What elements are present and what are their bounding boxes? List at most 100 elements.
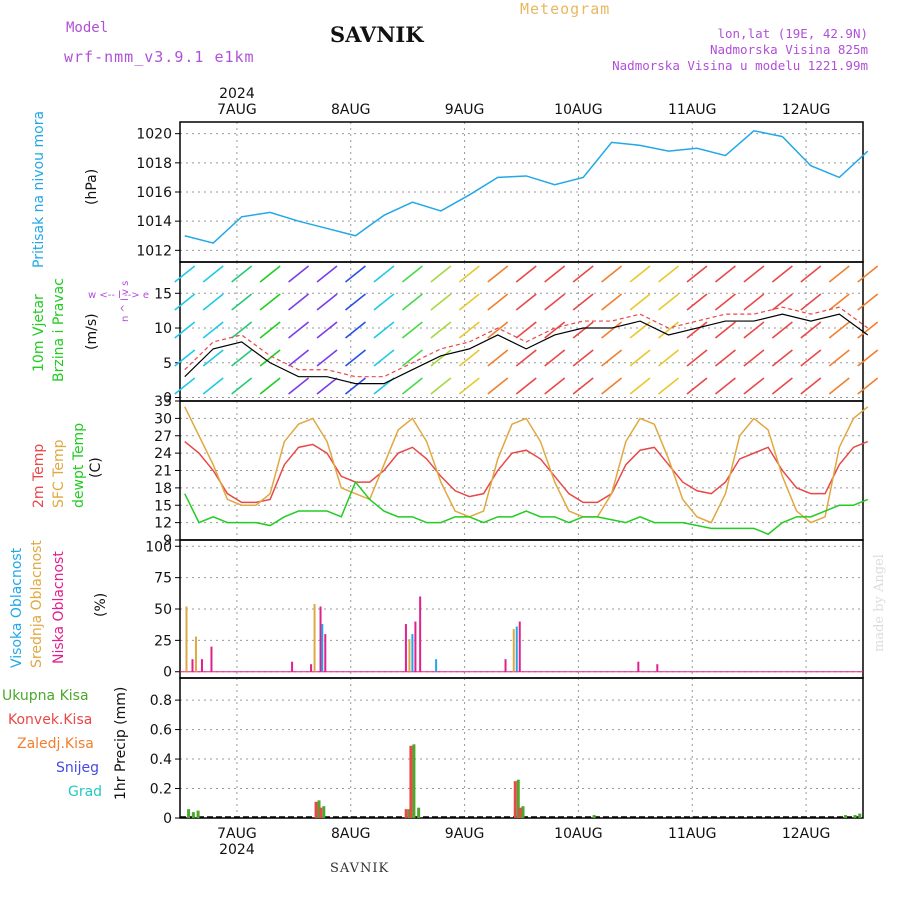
precip-bar-total [187,809,191,818]
precip-bar-conv [518,807,522,818]
cloud-bar-low [637,661,640,672]
temp-ylabel: 2m Temp [31,444,47,508]
wind-barb [714,377,736,395]
wind-barb [743,377,765,395]
wind-barb [288,293,310,311]
wind-barb [800,293,822,311]
wind-barb [629,293,651,311]
wind-barb [344,321,366,339]
precip-bar-total [322,806,326,818]
lonlat-text: lon,lat (19E, 42.9N) [717,26,868,41]
wind-barb [714,265,736,283]
sfc-temp-ylabel: SFC Temp [51,439,67,508]
wind-barb [430,293,452,311]
wind-barb [857,293,879,311]
wind-barb [487,265,509,283]
mid-cloud-ylabel: Srednja Oblacnost [29,540,45,668]
sfc-temp-line [184,406,869,524]
y-tick-label: 5 [163,356,172,372]
wind-barb [857,321,879,339]
y-tick-label: 1012 [136,243,172,259]
wind-barb [828,265,850,283]
wind-barb [231,377,253,395]
y-tick-label: 15 [154,286,172,302]
y-tick-label: 25 [154,633,172,649]
wind-barb [629,349,651,367]
wind-barb [259,377,281,395]
wind-barb [231,265,253,283]
wind-barb [714,293,736,311]
precip-bar-total [191,812,195,818]
wind-barb [743,293,765,311]
wind-barb [743,321,765,339]
wind-barb [344,349,366,367]
wind-barb [515,321,537,339]
wind-barb [259,293,281,311]
year-label-top: 2024 [219,86,255,102]
wind-barb [572,321,594,339]
wind-barb [544,349,566,367]
wind-barb [174,293,196,311]
pressure-unit: (hPa) [84,169,100,205]
wind-barb [828,293,850,311]
wind-barb [487,349,509,367]
cloud-unit: (%) [93,593,109,617]
cloud-bar-high [435,659,438,672]
cloud-bar-low [200,659,203,672]
wind-barb [202,265,224,283]
y-tick-label: 0.6 [150,723,172,739]
wind-barb [202,293,224,311]
cloud-bar-low [504,659,507,672]
y-tick-label: 12 [154,516,172,532]
precip-ylabel: 1hr Precip (mm) [113,687,129,800]
wind-barb [288,321,310,339]
compass-rose: w <-- l --> e [88,290,149,301]
wind-barb [288,349,310,367]
x-tick-label-top: 10AUG [554,102,603,118]
y-tick-label: 75 [154,571,172,587]
model-name: wrf-nmm_v3.9.1 e1km [64,48,255,66]
y-tick-label: 0 [163,391,172,407]
wind-barb [344,265,366,283]
cloud-bar-mid [408,639,411,672]
wind-barb [601,321,623,339]
wind-barb [601,349,623,367]
wind-barb [572,349,594,367]
wind-barb [401,321,423,339]
pressure-ylabel: Pritisak na nivou mora [31,111,47,268]
cloud-bar-high [515,626,518,672]
wind-barb [629,377,651,395]
x-tick-label-top: 9AUG [445,102,485,118]
wind-barb [430,265,452,283]
wind-barb [658,265,680,283]
precip-bar-conv [409,745,413,818]
wind-barb [515,377,537,395]
wind-barb [771,321,793,339]
station-title: SAVNIK [330,22,424,47]
wind-barb [401,349,423,367]
y-tick-label: 0.8 [150,693,172,709]
year-label-bottom: 2024 [219,842,255,858]
wind-barb [401,265,423,283]
y-tick-label: 10 [154,321,172,337]
precip-bar-total [592,815,596,818]
y-tick-label: 0.4 [150,752,172,768]
wind-barb [231,321,253,339]
y-tick-label: 1020 [136,127,172,143]
wind-barb [458,349,480,367]
precip-bar-conv [319,807,323,818]
y-tick-label: 9 [163,533,172,549]
wind-barb [828,349,850,367]
cloud-bar-mid [313,603,316,672]
wind-barb [686,349,708,367]
wind-gust-line [184,306,869,378]
y-tick-label: 18 [154,481,172,497]
elevation-text: Nadmorska Visina 825m [709,42,868,57]
wind-barb [316,349,338,367]
cloud-bar-low [319,606,322,672]
wind-barb [658,293,680,311]
wind-unit: (m/s) [84,313,100,350]
precip-bar-total [417,807,421,818]
pressure-line [184,129,869,244]
wind-barb [714,349,736,367]
